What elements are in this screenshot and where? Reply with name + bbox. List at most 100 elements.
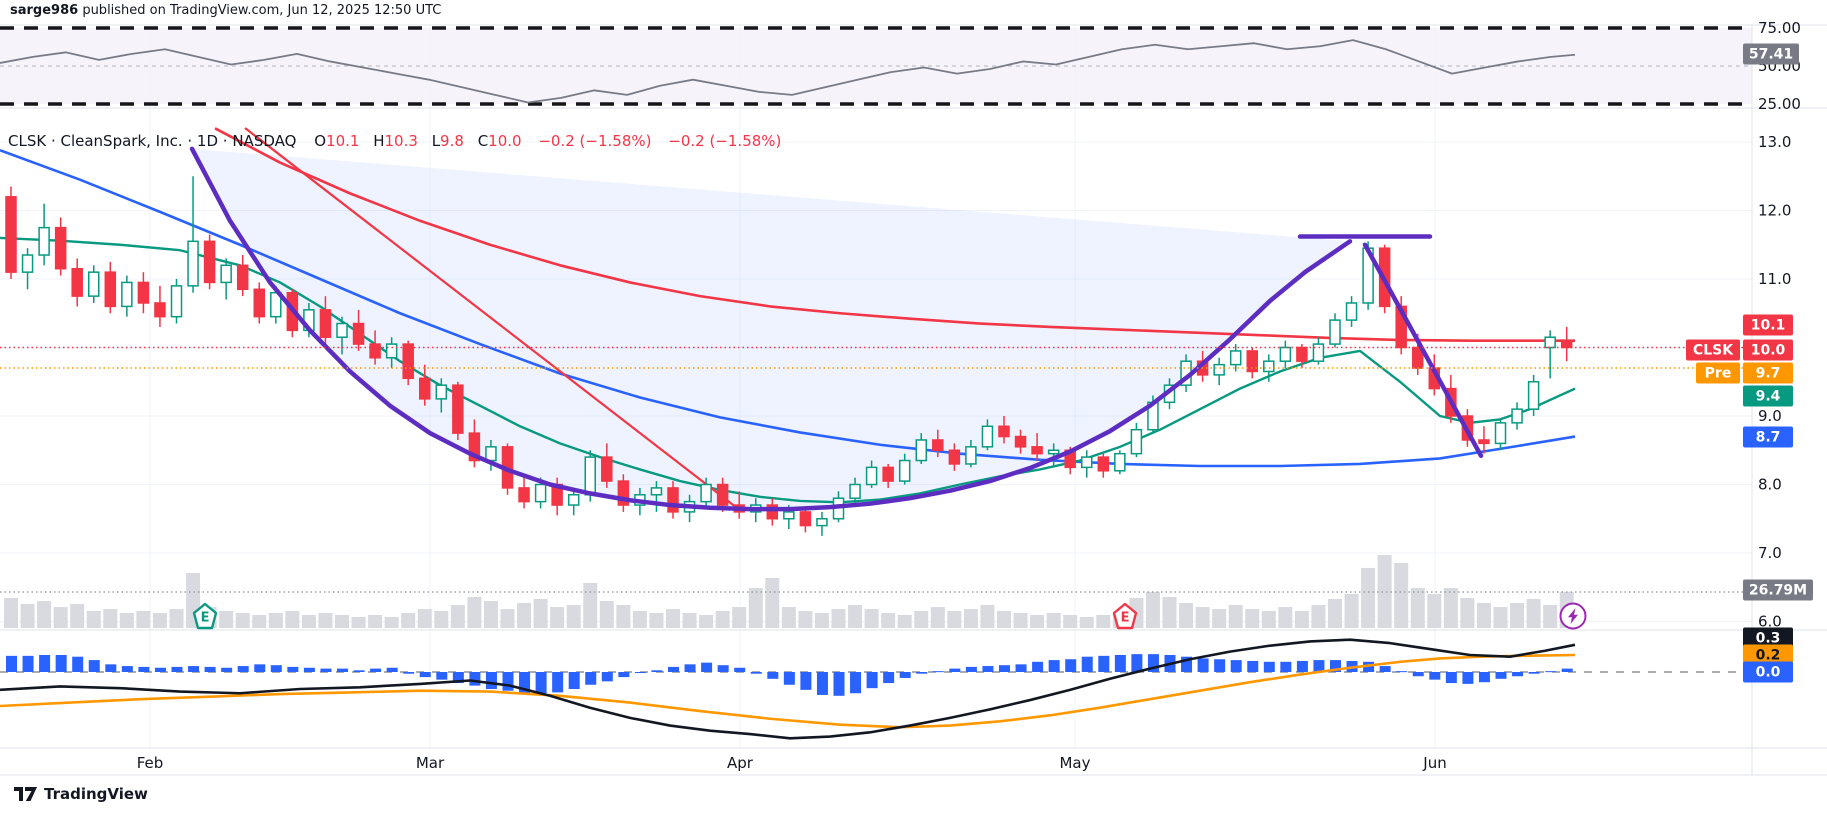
cup-and-handle-drawing[interactable] [189, 146, 1484, 512]
candle-up [485, 446, 497, 462]
symbol-title[interactable]: CLSK · CleanSpark, Inc. · 1D · NASDAQ [8, 132, 297, 150]
macd-histogram-bar [370, 668, 382, 672]
macd-histogram-bar [916, 672, 928, 674]
price-scale[interactable]: 75.0050.0025.0013.012.011.09.08.07.06.05… [1686, 19, 1813, 683]
macd-histogram-bar [154, 667, 166, 672]
macd-histogram-bar [717, 665, 729, 672]
volume-bar [881, 612, 896, 628]
month-label: Jun [1422, 754, 1446, 772]
macd-histogram-bar [485, 672, 497, 689]
candle-down [1097, 456, 1110, 472]
low-value: 9.8 [440, 132, 464, 150]
lightning-icon[interactable] [1559, 602, 1587, 630]
high-value: 10.3 [384, 132, 418, 150]
volume-bar [1311, 605, 1326, 628]
macd-histogram-bar [188, 666, 200, 672]
svg-text:9.7: 9.7 [1756, 366, 1781, 382]
tradingview-logo-icon [14, 787, 37, 801]
macd-histogram-bar [403, 672, 415, 674]
volume-bar [517, 603, 532, 628]
candle-up [385, 343, 398, 359]
candle-up [1312, 343, 1325, 362]
macd-histogram-bar [734, 667, 746, 672]
macd-histogram-bar [452, 672, 464, 684]
volume-bar [1328, 598, 1342, 628]
volume-bar [1526, 598, 1541, 628]
volume-bar [152, 612, 167, 628]
candle-up [1527, 381, 1540, 410]
scale-badge[interactable] [1743, 426, 1793, 448]
macd-histogram-bar [287, 666, 299, 672]
rsi-pane [0, 26, 1752, 106]
candle-down [253, 288, 265, 318]
macd-line [0, 638, 1576, 740]
candle-down [518, 487, 530, 503]
macd-histogram-bar [320, 668, 332, 672]
scale-badge[interactable] [1743, 644, 1793, 666]
candle-down [882, 466, 894, 482]
volume-bar [533, 598, 548, 628]
candle-up [170, 285, 183, 318]
macd-histogram-bar [1363, 661, 1375, 672]
macd-histogram-bar [105, 664, 117, 672]
candle-down [104, 271, 117, 308]
candle-up [1279, 346, 1292, 362]
candle-up [849, 483, 861, 499]
scale-badge[interactable] [1743, 579, 1813, 601]
volume-bar [500, 609, 515, 628]
macd-histogram-bar [1081, 656, 1093, 672]
macd-histogram-bar [668, 666, 679, 672]
volume-bar [318, 612, 333, 628]
macd-histogram-bar [1296, 660, 1308, 672]
macd-histogram-bar [1512, 672, 1524, 677]
candle-down [71, 267, 83, 297]
candle-up [1494, 422, 1507, 445]
moving-averages [0, 127, 1576, 509]
candle-up [816, 518, 828, 527]
macd-histogram-bar [965, 666, 977, 672]
volume-bar [1195, 607, 1210, 628]
volume-bar [1427, 594, 1442, 628]
candle-down [5, 196, 17, 273]
volume-bar [483, 600, 498, 628]
volume-bar [450, 605, 465, 628]
scale-badge[interactable] [1743, 339, 1793, 361]
scale-badge[interactable] [1743, 385, 1793, 407]
candle-down [716, 483, 729, 506]
candle-down [1014, 435, 1027, 448]
scale-badge[interactable] [1743, 627, 1793, 649]
macd-histogram-bar [1313, 660, 1325, 672]
volume-bar [1145, 591, 1160, 628]
earnings-icon[interactable]: E [1112, 602, 1138, 630]
volume-bar [699, 614, 714, 628]
volume-bar [1361, 567, 1376, 628]
tradingview-attribution[interactable]: TradingView [14, 785, 148, 803]
earnings-icon[interactable]: E [192, 602, 218, 630]
macd-histogram-bar [1561, 668, 1573, 672]
macd-histogram-bar [353, 670, 365, 672]
candle-down [452, 384, 464, 434]
macd-histogram-bar [121, 666, 133, 672]
macd-histogram-bar [1545, 671, 1557, 673]
scale-badge[interactable] [1743, 362, 1793, 384]
volume-bar [1377, 555, 1392, 628]
macd-histogram-bar [767, 672, 779, 679]
volume-bar [384, 616, 399, 628]
scale-badge[interactable] [1743, 314, 1793, 336]
macd-histogram-bar [866, 672, 878, 689]
scale-badge[interactable] [1743, 43, 1799, 65]
pane-backgrounds [0, 28, 1752, 104]
candle-down [1031, 446, 1043, 455]
price-scale-label: 6.0 [1758, 613, 1782, 631]
macd-histogram-bar [701, 662, 713, 672]
volume-bar [831, 609, 846, 628]
svg-text:0.0: 0.0 [1756, 665, 1781, 681]
volume-bar [980, 605, 995, 628]
scale-badge[interactable] [1743, 661, 1793, 683]
price-scale-label: 9.0 [1758, 407, 1782, 425]
time-axis[interactable]: Feb Mar Apr May Jun [137, 754, 1447, 772]
macd-histogram-bar [568, 672, 580, 689]
volume-bar [599, 600, 614, 628]
